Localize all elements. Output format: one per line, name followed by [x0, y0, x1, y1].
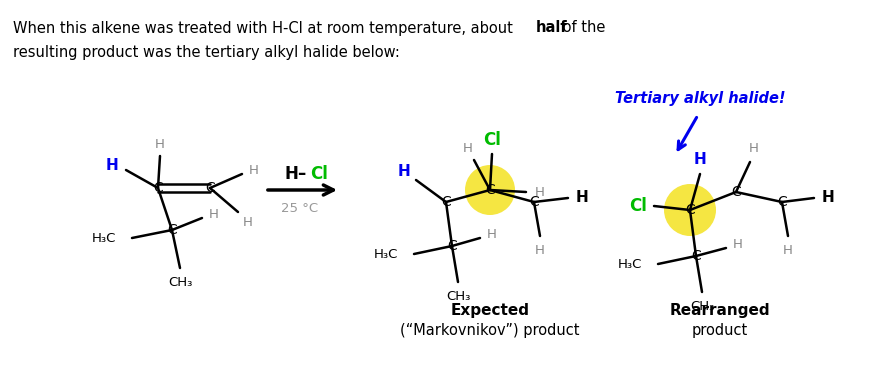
- Text: Rearranged: Rearranged: [669, 302, 770, 317]
- Text: Tertiary alkyl halide!: Tertiary alkyl halide!: [615, 90, 785, 106]
- Text: H: H: [535, 186, 545, 199]
- Text: H: H: [106, 158, 118, 173]
- Text: C: C: [731, 185, 741, 199]
- Text: Cl: Cl: [310, 165, 328, 183]
- Text: H: H: [693, 153, 706, 167]
- Text: H: H: [783, 244, 793, 257]
- Text: CH₃: CH₃: [445, 289, 470, 302]
- Text: –: –: [297, 165, 305, 183]
- Text: C: C: [685, 203, 695, 217]
- Text: H: H: [243, 215, 253, 228]
- Text: C: C: [153, 181, 163, 195]
- Text: H₃C: H₃C: [617, 257, 642, 270]
- Text: H₃C: H₃C: [92, 231, 116, 244]
- Text: half: half: [536, 20, 568, 35]
- Text: H: H: [535, 244, 545, 257]
- Text: H: H: [155, 138, 165, 151]
- Text: (“Markovnikov”) product: (“Markovnikov”) product: [400, 323, 579, 337]
- Text: H: H: [249, 164, 259, 176]
- Text: H: H: [463, 141, 473, 154]
- Text: C: C: [167, 223, 177, 237]
- Text: C: C: [447, 239, 457, 253]
- Text: H: H: [733, 237, 743, 250]
- Ellipse shape: [664, 184, 716, 236]
- Text: H: H: [285, 165, 299, 183]
- Text: Expected: Expected: [451, 302, 529, 317]
- Text: H: H: [487, 228, 497, 241]
- Text: H₃C: H₃C: [374, 247, 398, 260]
- Text: C: C: [529, 195, 539, 209]
- Text: resulting product was the tertiary alkyl halide below:: resulting product was the tertiary alkyl…: [13, 45, 400, 60]
- Ellipse shape: [465, 165, 515, 215]
- Text: H: H: [822, 190, 834, 205]
- Text: CH₃: CH₃: [690, 299, 714, 312]
- Text: C: C: [485, 183, 495, 197]
- Text: H: H: [209, 208, 219, 221]
- Text: CH₃: CH₃: [168, 276, 192, 289]
- Text: Cl: Cl: [629, 197, 647, 215]
- Text: Cl: Cl: [483, 131, 501, 149]
- Text: H: H: [749, 141, 759, 154]
- Text: H: H: [576, 190, 588, 205]
- Text: C: C: [441, 195, 451, 209]
- Text: C: C: [777, 195, 787, 209]
- Text: When this alkene was treated with H-Cl at room temperature, about: When this alkene was treated with H-Cl a…: [13, 20, 518, 35]
- Text: 25 °C: 25 °C: [281, 202, 318, 215]
- Text: C: C: [691, 249, 701, 263]
- Text: H: H: [398, 164, 410, 180]
- Text: product: product: [691, 323, 748, 337]
- Text: of the: of the: [558, 20, 605, 35]
- Text: C: C: [206, 181, 215, 195]
